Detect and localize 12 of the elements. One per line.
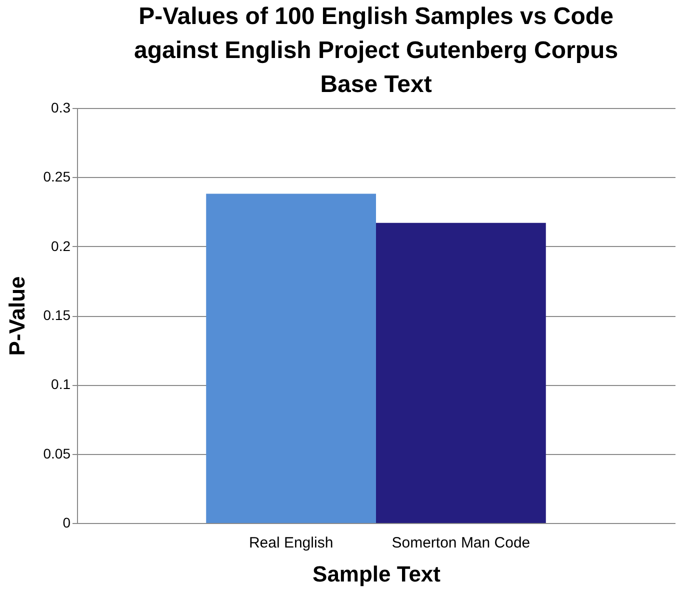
y-tick-label: 0.05 bbox=[43, 445, 71, 462]
y-tick-label: 0.25 bbox=[43, 168, 71, 185]
y-tick-label: 0.3 bbox=[51, 100, 71, 116]
y-tick-label: 0 bbox=[62, 514, 71, 530]
y-axis-title: P-Value bbox=[4, 276, 30, 356]
y-tick-label: 0.1 bbox=[51, 376, 71, 392]
chart-title: P-Values of 100 English Samples vs Code against English Project Gutenberg Corpus Base Text bbox=[134, 3, 618, 98]
y-tick-label: 0.2 bbox=[51, 238, 71, 254]
x-axis-title: Sample Text bbox=[312, 562, 442, 586]
y-tick-label: 0.15 bbox=[43, 307, 71, 323]
x-tick-label: Real English bbox=[248, 534, 334, 552]
x-tick-label: Somerton Man Code bbox=[392, 534, 530, 552]
